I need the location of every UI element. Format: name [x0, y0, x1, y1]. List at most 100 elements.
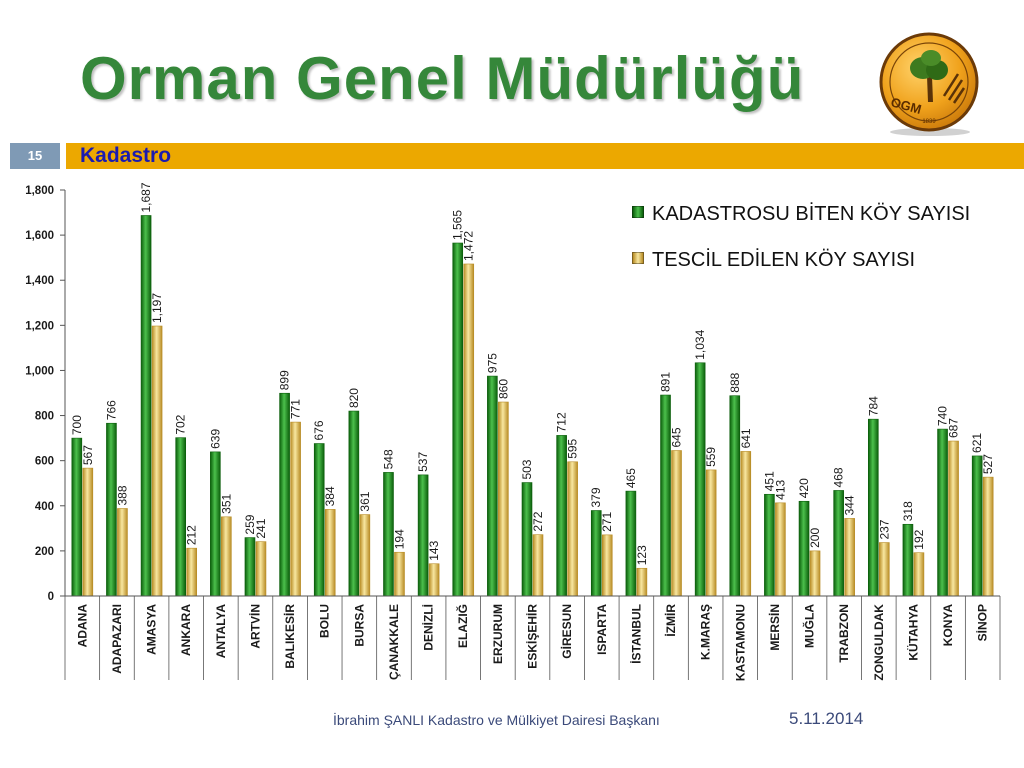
series-2-bar — [463, 263, 475, 597]
series-1-value-label: 702 — [174, 414, 188, 434]
series-2-value-label: 200 — [808, 528, 822, 548]
series-2-bar — [636, 567, 648, 597]
series-1-bar — [210, 451, 221, 597]
series-2-bar — [601, 534, 613, 597]
series-1-value-label: 621 — [970, 433, 984, 453]
series-2-bar — [705, 469, 717, 597]
footer-date: 5.11.2014 — [789, 709, 864, 728]
series-1-value-label: 700 — [70, 415, 84, 435]
series-2-value-label: 241 — [254, 518, 268, 538]
category-label: ISPARTA — [595, 604, 609, 655]
legend-swatch-series-1 — [632, 206, 644, 218]
series-1-bar — [244, 537, 256, 597]
series-1-bar — [867, 418, 879, 597]
series-1-bar — [279, 392, 290, 597]
series-2-value-label: 143 — [427, 540, 441, 560]
series-2-value-label: 384 — [323, 486, 337, 506]
category-label: ANKARA — [179, 604, 193, 656]
y-tick-label: 1,200 — [25, 320, 54, 332]
series-2-value-label: 641 — [739, 428, 753, 448]
series-2-value-label: 559 — [704, 447, 718, 467]
series-1-bar — [521, 482, 533, 597]
series-2-bar — [567, 461, 578, 597]
category-label: ADANA — [75, 604, 89, 648]
bars-layer — [71, 215, 994, 597]
series-1-bar — [487, 375, 498, 597]
series-2-value-label: 123 — [635, 545, 649, 565]
series-2-value-label: 1,472 — [462, 231, 476, 261]
category-label: DENİZLİ — [421, 604, 436, 651]
series-1-bar — [660, 394, 671, 597]
category-label: ZONGULDAK — [872, 604, 886, 681]
series-1-bar — [106, 422, 117, 597]
category-label: TRABZON — [837, 604, 851, 663]
series-2-value-label: 527 — [981, 454, 995, 474]
category-label: BOLU — [318, 604, 332, 638]
series-2-bar — [117, 508, 128, 597]
series-2-bar — [671, 450, 682, 597]
section-band: Kadastro — [66, 143, 1024, 169]
series-1-value-label: 451 — [762, 471, 776, 491]
logo-year: 1839 — [922, 119, 936, 125]
series-2-bar — [290, 421, 301, 597]
y-tick-label: 800 — [35, 411, 54, 423]
legend-label-series-2: TESCİL EDİLEN KÖY SAYISI — [652, 249, 916, 271]
section-title: Kadastro — [80, 144, 172, 167]
series-1-value-label: 899 — [278, 370, 292, 390]
series-1-bar — [140, 215, 152, 597]
series-1-value-label: 318 — [901, 501, 915, 521]
series-1-bar — [417, 474, 429, 597]
series-2-bar — [844, 518, 855, 597]
series-2-bar — [324, 509, 336, 597]
category-label: ELAZIĞ — [455, 604, 470, 648]
series-2-bar — [428, 563, 440, 597]
legend-label-series-1: KADASTROSU BİTEN KÖY SAYISI — [652, 203, 971, 225]
category-label: MERSİN — [767, 604, 782, 651]
series-1-value-label: 766 — [104, 400, 118, 420]
y-tick-label: 1,000 — [25, 365, 54, 377]
series-1-bar — [694, 362, 706, 597]
category-label: ADAPAZARI — [110, 604, 124, 674]
series-1-value-label: 465 — [624, 468, 638, 488]
axis-layer: 0 200 400 600 800 1,000 1,200 1,400 1,600 1,800 AD… — [25, 185, 1001, 681]
category-label: ERZURUM — [491, 604, 505, 664]
series-1-value-label: 1,687 — [139, 182, 153, 212]
tree-icon — [910, 50, 948, 102]
series-2-value-label: 272 — [531, 511, 545, 531]
series-2-value-label: 212 — [185, 525, 199, 545]
slide-number: 15 — [10, 143, 60, 169]
series-1-value-label: 891 — [659, 372, 673, 392]
series-2-bar — [913, 552, 925, 597]
series-1-value-label: 537 — [416, 452, 430, 472]
series-1-value-label: 548 — [381, 449, 395, 469]
series-1-bar — [313, 443, 325, 597]
series-2-bar — [532, 534, 544, 597]
bar-chart: 0 200 400 600 800 1,000 1,200 1,400 1,600 1,800 AD… — [25, 182, 1001, 681]
category-label: SİNOP — [975, 604, 990, 641]
category-label: KASTAMONU — [733, 604, 747, 681]
logo-stripes-icon — [942, 73, 966, 104]
series-1-value-label: 676 — [312, 420, 326, 440]
series-2-value-label: 194 — [392, 529, 406, 549]
category-label: GİRESUN — [559, 604, 574, 659]
series-2-bar — [151, 325, 163, 597]
series-1-bar — [175, 437, 187, 597]
series-2-value-label: 771 — [289, 399, 303, 419]
category-label: BALIKESİR — [282, 604, 297, 669]
series-2-bar — [948, 440, 959, 597]
series-1-value-label: 888 — [728, 372, 742, 392]
value-labels-layer: 700 567 766 388 1,687 1,197 702 212 639 351 259241… — [70, 182, 995, 565]
series-1-value-label: 784 — [866, 396, 880, 416]
series-2-bar — [982, 476, 994, 597]
series-2-value-label: 413 — [773, 479, 787, 499]
series-1-value-label: 379 — [589, 487, 603, 507]
y-tick-label: 1,400 — [25, 275, 54, 287]
category-label: K.MARAŞ — [699, 604, 713, 660]
category-label: ANTALYA — [214, 604, 228, 659]
y-tick-label: 200 — [35, 546, 54, 558]
series-2-value-label: 645 — [670, 427, 684, 447]
logo-inner-ring — [889, 42, 969, 122]
series-2-value-label: 1,197 — [150, 293, 164, 323]
category-label: AMASYA — [145, 604, 159, 655]
category-label: İZMİR — [663, 604, 678, 637]
